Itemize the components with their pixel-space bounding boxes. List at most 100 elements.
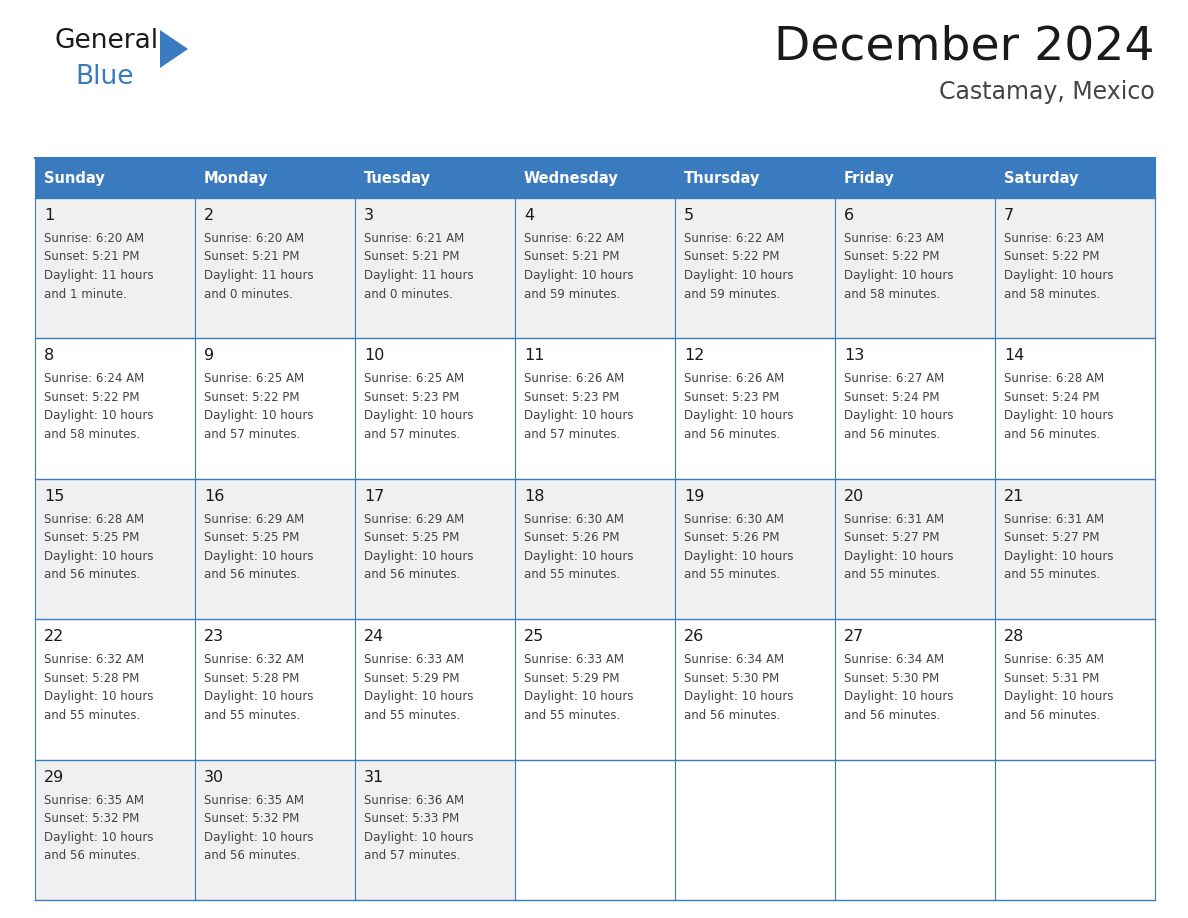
Text: Sunset: 5:31 PM: Sunset: 5:31 PM — [1004, 672, 1099, 685]
Text: Sunset: 5:32 PM: Sunset: 5:32 PM — [44, 812, 139, 825]
Text: December 2024: December 2024 — [775, 25, 1155, 70]
Text: and 57 minutes.: and 57 minutes. — [524, 428, 620, 441]
Text: Sunset: 5:25 PM: Sunset: 5:25 PM — [364, 532, 460, 544]
Bar — [34, 198, 195, 339]
Text: Sunrise: 6:32 AM: Sunrise: 6:32 AM — [44, 654, 144, 666]
Text: Sunrise: 6:32 AM: Sunrise: 6:32 AM — [204, 654, 304, 666]
Text: Sunrise: 6:34 AM: Sunrise: 6:34 AM — [684, 654, 784, 666]
Bar — [996, 339, 1155, 479]
Text: Sunrise: 6:29 AM: Sunrise: 6:29 AM — [364, 513, 465, 526]
Text: 2: 2 — [204, 208, 214, 223]
Text: Sunrise: 6:31 AM: Sunrise: 6:31 AM — [1004, 513, 1104, 526]
Text: Sunrise: 6:20 AM: Sunrise: 6:20 AM — [44, 232, 144, 245]
Text: Daylight: 10 hours: Daylight: 10 hours — [524, 409, 633, 422]
Text: Sunset: 5:22 PM: Sunset: 5:22 PM — [44, 391, 139, 404]
Text: Daylight: 10 hours: Daylight: 10 hours — [843, 690, 954, 703]
Bar — [195, 158, 355, 198]
Text: Daylight: 10 hours: Daylight: 10 hours — [524, 269, 633, 282]
Text: 21: 21 — [1004, 488, 1024, 504]
Text: Sunset: 5:33 PM: Sunset: 5:33 PM — [364, 812, 460, 825]
Text: 27: 27 — [843, 629, 864, 644]
Text: Sunset: 5:30 PM: Sunset: 5:30 PM — [843, 672, 940, 685]
Text: and 57 minutes.: and 57 minutes. — [364, 428, 461, 441]
Text: 13: 13 — [843, 349, 864, 364]
Bar — [675, 158, 835, 198]
Text: Sunrise: 6:30 AM: Sunrise: 6:30 AM — [684, 513, 784, 526]
Text: Daylight: 10 hours: Daylight: 10 hours — [1004, 550, 1113, 563]
Text: and 56 minutes.: and 56 minutes. — [684, 709, 781, 722]
Bar — [675, 339, 835, 479]
Text: Sunrise: 6:34 AM: Sunrise: 6:34 AM — [843, 654, 944, 666]
Text: 8: 8 — [44, 349, 55, 364]
Text: Sunset: 5:23 PM: Sunset: 5:23 PM — [684, 391, 779, 404]
Text: 15: 15 — [44, 488, 64, 504]
Text: Sunrise: 6:22 AM: Sunrise: 6:22 AM — [684, 232, 784, 245]
Text: 1: 1 — [44, 208, 55, 223]
Text: Sunset: 5:25 PM: Sunset: 5:25 PM — [204, 532, 299, 544]
Bar — [355, 759, 516, 900]
Text: 19: 19 — [684, 488, 704, 504]
Text: Daylight: 10 hours: Daylight: 10 hours — [684, 690, 794, 703]
Text: and 57 minutes.: and 57 minutes. — [204, 428, 301, 441]
Bar — [835, 198, 996, 339]
Text: and 58 minutes.: and 58 minutes. — [1004, 287, 1100, 300]
Text: Daylight: 10 hours: Daylight: 10 hours — [364, 690, 474, 703]
Text: Daylight: 10 hours: Daylight: 10 hours — [204, 831, 314, 844]
Text: and 56 minutes.: and 56 minutes. — [1004, 428, 1100, 441]
Bar — [996, 479, 1155, 620]
Text: 12: 12 — [684, 349, 704, 364]
Text: Daylight: 10 hours: Daylight: 10 hours — [1004, 269, 1113, 282]
Text: and 56 minutes.: and 56 minutes. — [843, 428, 941, 441]
Bar — [195, 339, 355, 479]
Bar — [516, 339, 675, 479]
Text: Daylight: 10 hours: Daylight: 10 hours — [364, 409, 474, 422]
Text: Sunset: 5:24 PM: Sunset: 5:24 PM — [1004, 391, 1100, 404]
Text: Sunrise: 6:21 AM: Sunrise: 6:21 AM — [364, 232, 465, 245]
Text: 22: 22 — [44, 629, 64, 644]
Text: Sunset: 5:23 PM: Sunset: 5:23 PM — [524, 391, 619, 404]
Text: Sunset: 5:26 PM: Sunset: 5:26 PM — [524, 532, 619, 544]
Text: Sunrise: 6:24 AM: Sunrise: 6:24 AM — [44, 373, 144, 386]
Text: Daylight: 10 hours: Daylight: 10 hours — [204, 690, 314, 703]
Text: 4: 4 — [524, 208, 535, 223]
Text: Sunset: 5:25 PM: Sunset: 5:25 PM — [44, 532, 139, 544]
Text: Sunset: 5:22 PM: Sunset: 5:22 PM — [204, 391, 299, 404]
Text: Castamay, Mexico: Castamay, Mexico — [940, 80, 1155, 104]
Text: 23: 23 — [204, 629, 225, 644]
Text: and 56 minutes.: and 56 minutes. — [44, 568, 140, 581]
Text: and 56 minutes.: and 56 minutes. — [843, 709, 941, 722]
Text: 25: 25 — [524, 629, 544, 644]
Text: Sunset: 5:22 PM: Sunset: 5:22 PM — [684, 251, 779, 263]
Bar — [835, 339, 996, 479]
Text: and 55 minutes.: and 55 minutes. — [204, 709, 301, 722]
Bar — [516, 620, 675, 759]
Text: Sunrise: 6:33 AM: Sunrise: 6:33 AM — [524, 654, 624, 666]
Text: and 55 minutes.: and 55 minutes. — [843, 568, 940, 581]
Text: 9: 9 — [204, 349, 214, 364]
Text: Sunrise: 6:36 AM: Sunrise: 6:36 AM — [364, 793, 465, 807]
Text: Daylight: 10 hours: Daylight: 10 hours — [524, 550, 633, 563]
Text: Sunday: Sunday — [44, 171, 105, 185]
Text: Sunset: 5:21 PM: Sunset: 5:21 PM — [364, 251, 460, 263]
Text: and 56 minutes.: and 56 minutes. — [44, 849, 140, 862]
Text: Sunset: 5:23 PM: Sunset: 5:23 PM — [364, 391, 460, 404]
Text: Daylight: 10 hours: Daylight: 10 hours — [684, 269, 794, 282]
Bar — [34, 339, 195, 479]
Text: Sunrise: 6:35 AM: Sunrise: 6:35 AM — [44, 793, 144, 807]
Text: Sunset: 5:21 PM: Sunset: 5:21 PM — [204, 251, 299, 263]
Bar — [996, 620, 1155, 759]
Text: Saturday: Saturday — [1004, 171, 1079, 185]
Bar — [675, 620, 835, 759]
Text: Wednesday: Wednesday — [524, 171, 619, 185]
Text: and 55 minutes.: and 55 minutes. — [364, 709, 460, 722]
Text: Sunrise: 6:25 AM: Sunrise: 6:25 AM — [364, 373, 465, 386]
Text: Sunrise: 6:30 AM: Sunrise: 6:30 AM — [524, 513, 624, 526]
Text: Sunset: 5:24 PM: Sunset: 5:24 PM — [843, 391, 940, 404]
Bar — [34, 479, 195, 620]
Polygon shape — [160, 30, 188, 68]
Bar — [516, 479, 675, 620]
Bar — [835, 620, 996, 759]
Text: Daylight: 10 hours: Daylight: 10 hours — [204, 550, 314, 563]
Text: and 0 minutes.: and 0 minutes. — [364, 287, 453, 300]
Text: Daylight: 10 hours: Daylight: 10 hours — [684, 409, 794, 422]
